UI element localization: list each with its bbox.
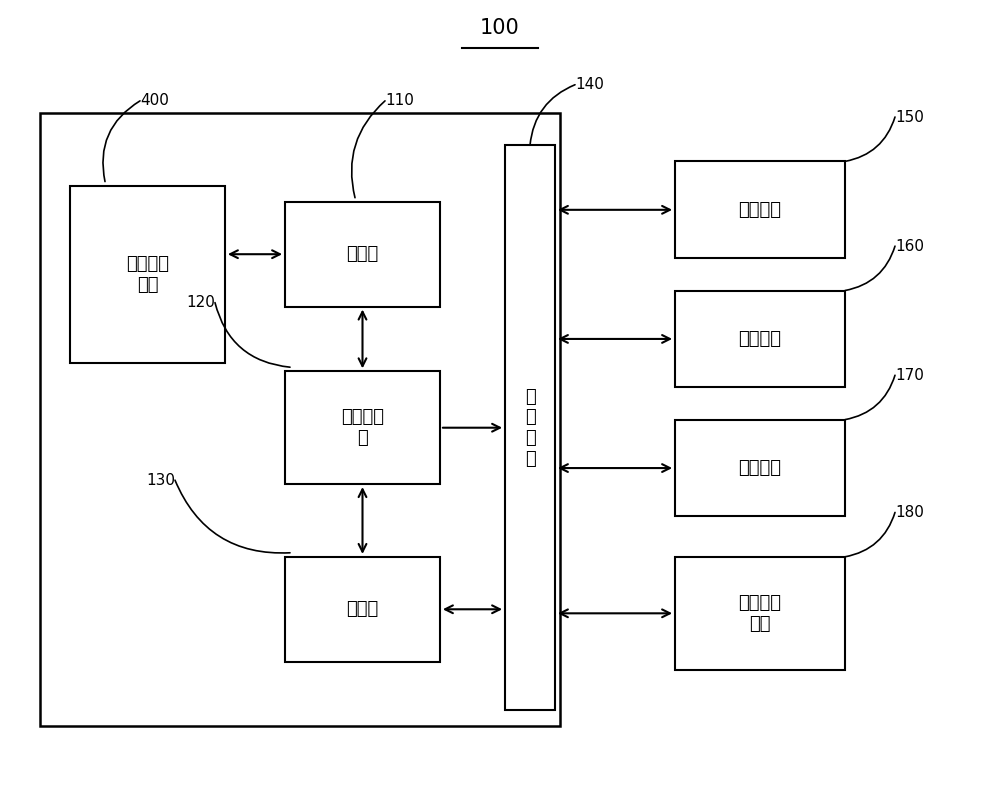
Text: 输入输出
单元: 输入输出 单元 bbox=[738, 594, 782, 633]
Bar bbox=[285, 557, 440, 662]
Text: 视频直播
装置: 视频直播 装置 bbox=[126, 255, 169, 294]
Text: 110: 110 bbox=[385, 94, 414, 108]
Text: 120: 120 bbox=[186, 295, 215, 310]
Text: 处理器: 处理器 bbox=[346, 600, 379, 618]
Bar bbox=[285, 371, 440, 484]
Text: 400: 400 bbox=[140, 94, 169, 108]
Text: 100: 100 bbox=[480, 19, 520, 38]
Text: 存储控制
器: 存储控制 器 bbox=[341, 408, 384, 447]
Text: 180: 180 bbox=[895, 505, 924, 520]
Bar bbox=[675, 291, 845, 387]
Text: 150: 150 bbox=[895, 110, 924, 124]
Bar bbox=[40, 113, 560, 726]
Bar bbox=[70, 186, 225, 363]
Bar bbox=[675, 161, 845, 258]
Bar bbox=[505, 145, 555, 710]
Bar bbox=[285, 202, 440, 307]
Bar bbox=[675, 557, 845, 670]
Text: 130: 130 bbox=[146, 473, 175, 487]
Text: 160: 160 bbox=[895, 239, 924, 253]
Text: 存储器: 存储器 bbox=[346, 245, 379, 263]
Text: 射频单元: 射频单元 bbox=[738, 201, 782, 219]
Text: 170: 170 bbox=[895, 368, 924, 383]
Bar bbox=[675, 420, 845, 516]
Text: 显示单元: 显示单元 bbox=[738, 459, 782, 477]
Text: 140: 140 bbox=[575, 77, 604, 92]
Text: 外
设
接
口: 外 设 接 口 bbox=[525, 387, 535, 468]
Text: 音频单元: 音频单元 bbox=[738, 330, 782, 348]
